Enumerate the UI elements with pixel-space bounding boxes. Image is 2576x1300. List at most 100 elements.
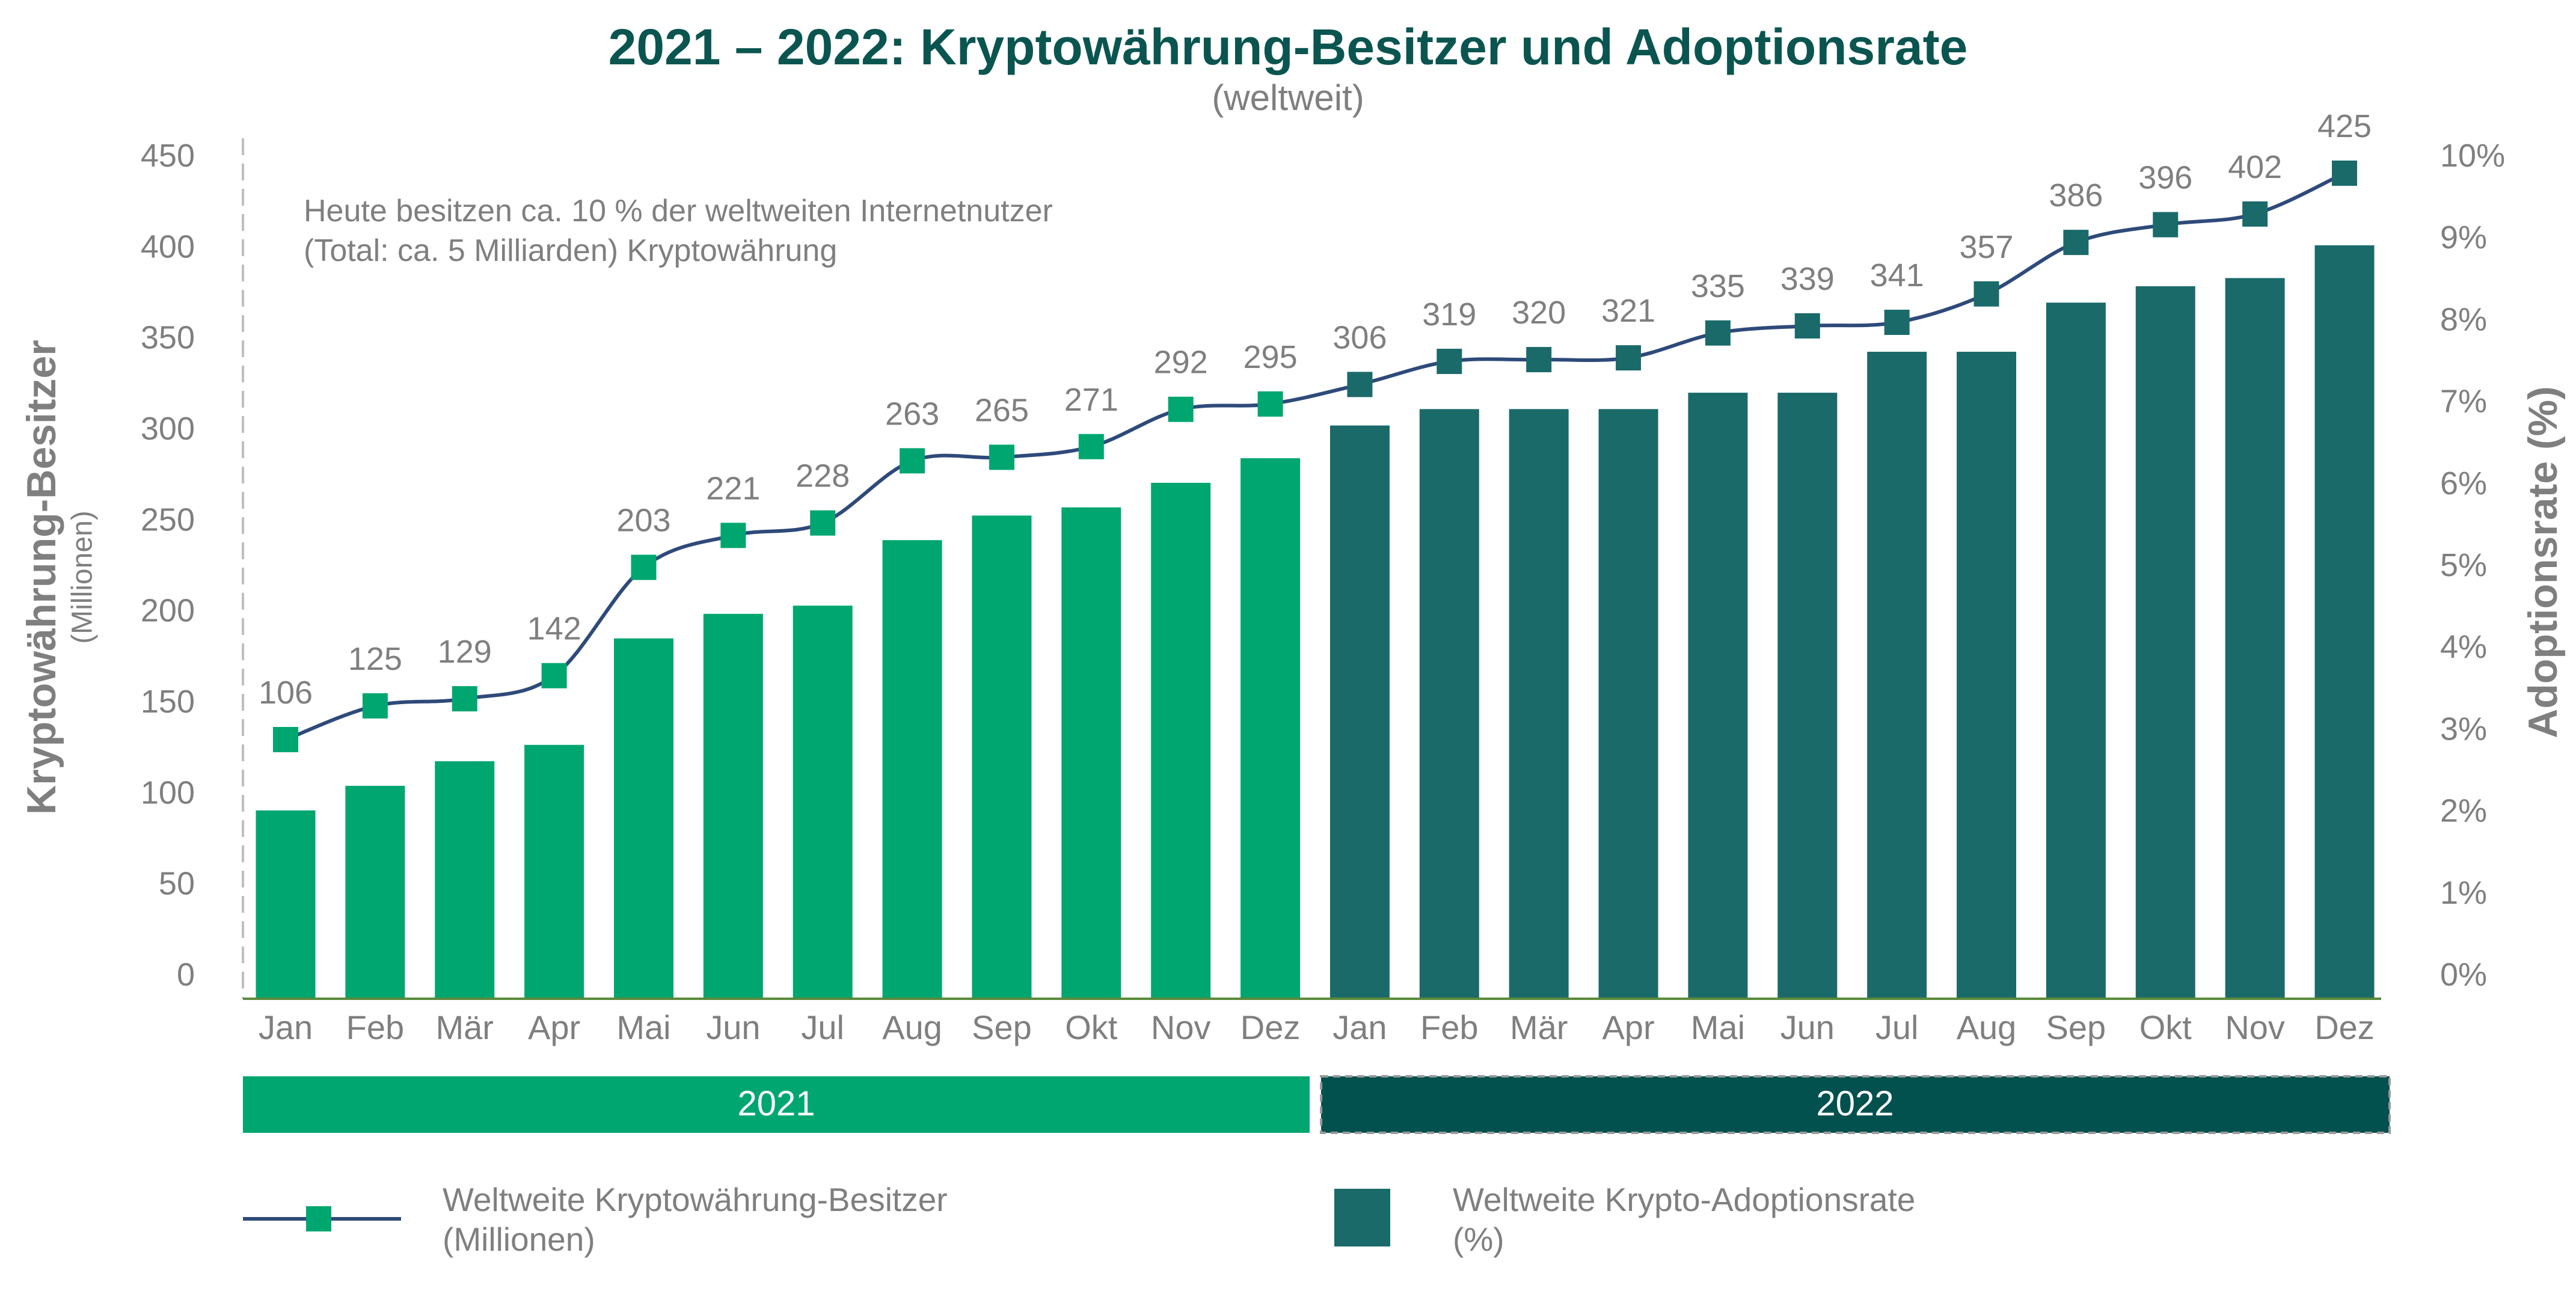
data-label: 339 <box>1780 261 1835 297</box>
data-label: 306 <box>1332 319 1387 355</box>
category-label: Nov <box>1151 1008 1211 1046</box>
data-label: 295 <box>1244 339 1298 375</box>
category-label: Mär <box>436 1008 494 1046</box>
data-label: 321 <box>1601 293 1655 329</box>
annotation-text: Heute besitzen ca. 10 % der weltweiten I… <box>304 194 1053 228</box>
category-label: Dez <box>1240 1008 1301 1046</box>
right-tick-label: 1% <box>2440 875 2487 911</box>
bar <box>2046 302 2106 999</box>
bar <box>1957 352 2017 999</box>
category-label: Nov <box>2225 1008 2285 1046</box>
category-label: Apr <box>528 1008 580 1046</box>
bar <box>1867 352 1927 999</box>
data-label: 292 <box>1154 345 1208 381</box>
bar <box>793 606 853 999</box>
year-band-2021 <box>243 1076 1310 1133</box>
category-label: Jan <box>259 1008 313 1046</box>
left-tick-label: 100 <box>141 774 195 811</box>
data-label: 386 <box>2049 177 2103 213</box>
legend-line-label-1: Weltweite Kryptowährung-Besitzer <box>443 1181 948 1218</box>
data-label: 221 <box>706 470 760 506</box>
bar <box>1688 393 1748 999</box>
line-marker <box>1794 313 1820 339</box>
bar <box>703 613 763 999</box>
category-label: Jun <box>1780 1008 1835 1046</box>
data-label: 320 <box>1512 295 1566 331</box>
line-marker <box>2332 161 2357 186</box>
line-marker <box>631 554 657 580</box>
category-label: Sep <box>972 1008 1032 1046</box>
left-axis-subtitle: (Millionen) <box>66 510 99 644</box>
line-marker <box>989 444 1014 470</box>
category-label: Sep <box>2046 1008 2106 1046</box>
category-label: Jun <box>706 1008 760 1046</box>
data-label: 402 <box>2228 149 2282 185</box>
category-label: Mai <box>616 1008 670 1046</box>
bar <box>1509 409 1569 999</box>
left-tick-label: 300 <box>141 411 195 447</box>
data-label: 265 <box>975 392 1029 428</box>
bar <box>256 810 316 999</box>
legend-bar-label: Weltweite Krypto-Adoptionsrate (%) <box>1453 1180 1915 1259</box>
category-label: Apr <box>1602 1008 1654 1046</box>
line-marker <box>2242 201 2268 227</box>
line-marker <box>1257 391 1283 417</box>
year-band-2022 <box>1320 1075 2391 1134</box>
category-label: Okt <box>2139 1008 2192 1046</box>
data-label: 203 <box>616 503 670 539</box>
data-label: 341 <box>1870 257 1924 293</box>
data-label: 319 <box>1422 296 1476 333</box>
line-marker <box>1705 320 1731 346</box>
bar <box>345 785 405 999</box>
line-marker <box>1616 345 1642 371</box>
category-label: Jul <box>801 1008 844 1046</box>
left-tick-label: 250 <box>141 501 195 538</box>
data-label: 106 <box>259 675 313 711</box>
legend-line-label: Weltweite Kryptowährung-Besitzer (Millio… <box>443 1180 948 1259</box>
right-axis-title: Adoptionsrate (%) <box>2520 386 2566 738</box>
bar <box>1240 458 1301 999</box>
left-tick-label: 0 <box>177 957 195 993</box>
year-label-2022: 2022 <box>1816 1084 1894 1123</box>
left-tick-label: 350 <box>141 320 195 356</box>
line-marker <box>1526 347 1552 373</box>
legend-bar-label-2: (%) <box>1453 1221 1504 1258</box>
data-label: 335 <box>1691 268 1745 304</box>
left-tick-label: 400 <box>141 228 195 265</box>
data-label: 129 <box>438 634 492 670</box>
category-label: Mär <box>1510 1008 1568 1046</box>
left-axis-title: Kryptowährung-Besitzer <box>19 340 64 815</box>
legend-line-marker <box>306 1206 331 1231</box>
right-tick-label: 5% <box>2440 547 2487 583</box>
bar <box>1329 425 1390 999</box>
bar <box>2225 278 2285 999</box>
legend-bar-label-1: Weltweite Krypto-Adoptionsrate <box>1453 1181 1916 1218</box>
line-marker <box>1437 349 1462 375</box>
line-marker <box>900 448 925 474</box>
legend-bar-swatch <box>1334 1189 1390 1246</box>
line-marker <box>452 686 477 712</box>
bar <box>1151 482 1211 999</box>
right-tick-label: 9% <box>2440 219 2487 256</box>
right-tick-label: 2% <box>2440 793 2487 829</box>
line-marker <box>1973 281 1999 307</box>
data-label: 425 <box>2317 108 2372 144</box>
left-tick-label: 450 <box>141 138 195 174</box>
category-label: Aug <box>882 1008 942 1046</box>
bar <box>1419 409 1479 999</box>
bar <box>524 744 584 999</box>
category-label: Okt <box>1065 1008 1118 1046</box>
line-marker <box>1347 372 1373 397</box>
category-label: Feb <box>1420 1008 1479 1046</box>
data-label: 396 <box>2138 160 2192 196</box>
data-label: 142 <box>527 611 581 647</box>
data-label: 125 <box>348 641 402 677</box>
right-tick-label: 0% <box>2440 957 2487 993</box>
category-label: Feb <box>346 1008 405 1046</box>
category-label: Mai <box>1691 1008 1745 1046</box>
annotation-text: (Total: ca. 5 Milliarden) Kryptowährung <box>304 233 837 268</box>
chart-title: 2021 – 2022: Kryptowährung-Besitzer und … <box>608 19 1968 75</box>
left-tick-label: 150 <box>141 684 195 720</box>
line-marker <box>1884 310 1910 336</box>
